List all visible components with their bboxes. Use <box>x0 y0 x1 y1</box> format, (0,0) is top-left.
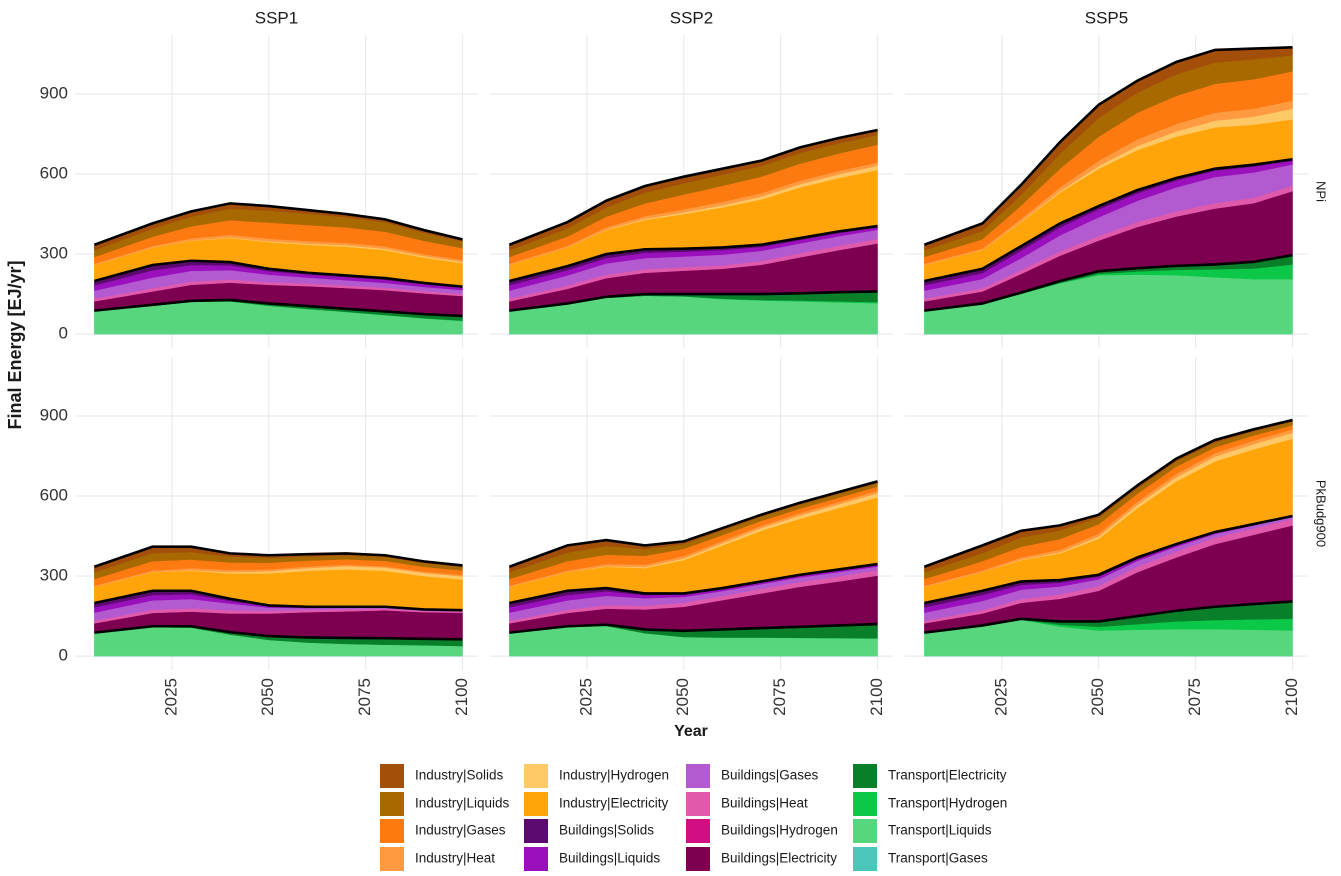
y-tick-label: 600 <box>40 486 68 505</box>
legend-label: Buildings|Electricity <box>721 851 837 866</box>
legend-label: Buildings|Hydrogen <box>721 823 838 838</box>
legend-swatch <box>524 847 548 871</box>
panel <box>905 357 1308 670</box>
legend-label: Buildings|Liquids <box>559 851 660 866</box>
x-tick-label: 2075 <box>1185 678 1204 716</box>
x-tick-label: 2100 <box>1282 678 1301 716</box>
legend-label: Transport|Hydrogen <box>888 796 1007 811</box>
legend-swatch <box>686 792 710 816</box>
legend-swatch <box>853 847 877 871</box>
x-tick-label: 2025 <box>991 678 1010 716</box>
panel <box>490 357 893 670</box>
legend-swatch <box>686 819 710 843</box>
facet-column-label: SSP2 <box>670 8 713 27</box>
y-tick-label: 900 <box>40 405 68 424</box>
legend-swatch <box>380 792 404 816</box>
y-axis-title: Final Energy [EJ/yr] <box>5 260 25 429</box>
panel <box>75 35 478 348</box>
legend-label: Buildings|Gases <box>721 768 819 783</box>
x-tick-label: 2025 <box>161 678 180 716</box>
legend-label: Industry|Electricity <box>559 796 669 811</box>
legend-label: Buildings|Solids <box>559 823 654 838</box>
legend-label: Transport|Electricity <box>888 768 1007 783</box>
y-tick-label: 900 <box>40 83 68 102</box>
x-tick-label: 2050 <box>1088 678 1107 716</box>
x-tick-label: 2025 <box>576 678 595 716</box>
legend-swatch <box>524 792 548 816</box>
legend-label: Transport|Gases <box>888 851 988 866</box>
legend-label: Buildings|Heat <box>721 796 808 811</box>
legend-label: Industry|Solids <box>415 768 504 783</box>
legend-swatch <box>853 764 877 788</box>
y-tick-label: 0 <box>59 646 68 665</box>
legend-swatch <box>853 819 877 843</box>
y-tick-label: 0 <box>59 324 68 343</box>
legend-swatch <box>853 792 877 816</box>
x-tick-label: 2075 <box>355 678 374 716</box>
x-axis-title: Year <box>674 723 708 740</box>
legend-swatch <box>686 847 710 871</box>
x-tick-label: 2050 <box>673 678 692 716</box>
legend-label: Industry|Liquids <box>415 796 510 811</box>
panel <box>490 35 893 348</box>
legend-label: Industry|Heat <box>415 851 495 866</box>
legend-swatch <box>686 764 710 788</box>
legend-swatch <box>380 847 404 871</box>
y-tick-label: 600 <box>40 164 68 183</box>
legend-swatch <box>524 819 548 843</box>
x-tick-label: 2100 <box>452 678 471 716</box>
legend-swatch <box>524 764 548 788</box>
legend-swatch <box>380 819 404 843</box>
y-tick-label: 300 <box>40 566 68 585</box>
panel <box>75 357 478 670</box>
facet-row-label: PkBudg900 <box>1314 480 1329 547</box>
facet-column-label: SSP5 <box>1085 8 1128 27</box>
panel <box>905 35 1308 348</box>
x-tick-label: 2050 <box>258 678 277 716</box>
facet-column-label: SSP1 <box>255 8 298 27</box>
legend-swatch <box>380 764 404 788</box>
legend-label: Transport|Liquids <box>888 823 992 838</box>
legend-label: Industry|Hydrogen <box>559 768 669 783</box>
y-tick-label: 300 <box>40 244 68 263</box>
x-tick-label: 2075 <box>770 678 789 716</box>
legend-label: Industry|Gases <box>415 823 506 838</box>
facet-row-label: NPi <box>1314 181 1329 202</box>
x-tick-label: 2100 <box>867 678 886 716</box>
